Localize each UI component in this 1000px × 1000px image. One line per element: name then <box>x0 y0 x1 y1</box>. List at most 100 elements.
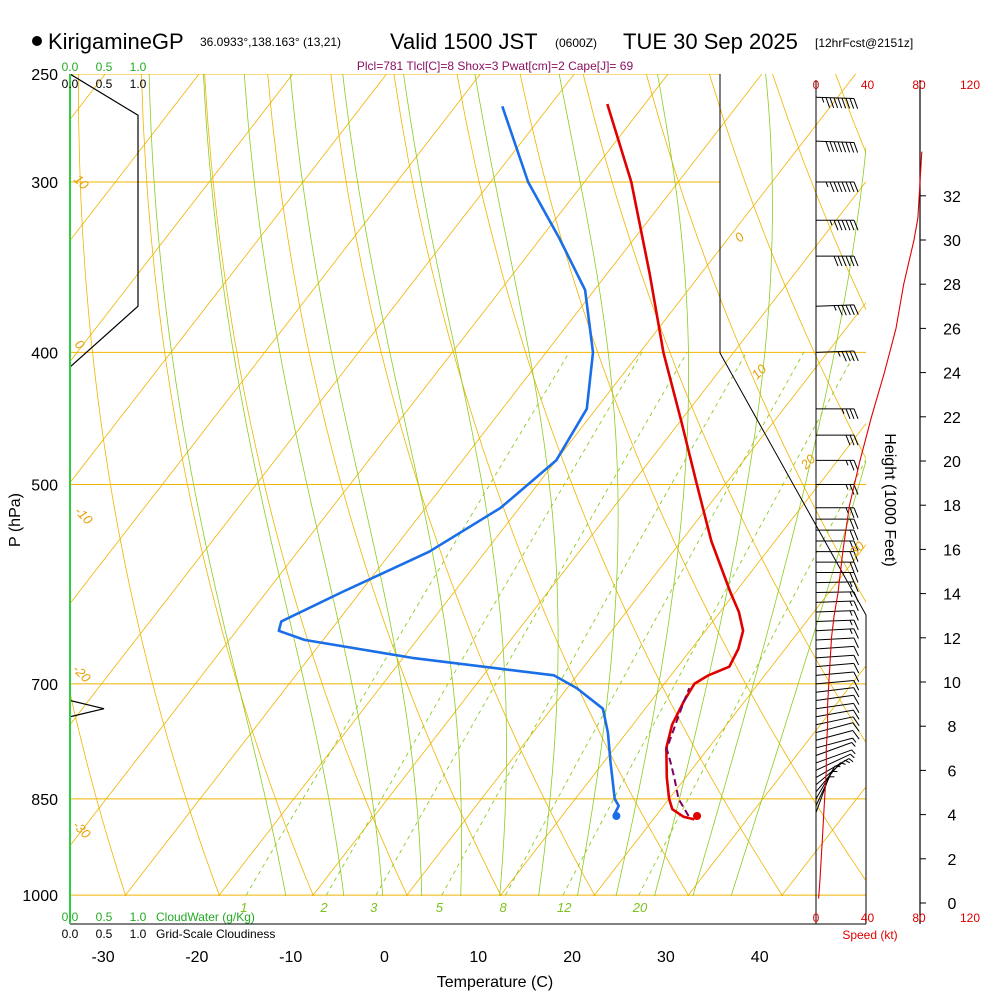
height-tick-label: 20 <box>943 454 961 471</box>
temperature-tick-label: 40 <box>751 949 769 966</box>
isotherm-line <box>124 74 763 896</box>
forecast-label: [12hrFcst@2151z] <box>815 36 913 50</box>
mixing-ratio-label: 5 <box>436 900 444 915</box>
isotherm-line <box>780 786 866 896</box>
temperature-tick-label: -30 <box>92 949 115 966</box>
pressure-tick-label: 500 <box>31 478 58 495</box>
height-tick-label: 12 <box>943 631 961 648</box>
dry-adiabat-label: -10 <box>72 504 96 528</box>
moist-adiabat-line <box>654 74 773 896</box>
y-axis-label: P (hPa) <box>7 493 24 547</box>
isotherm-line <box>499 422 866 896</box>
cloudwater-tick-top: 0.0 <box>62 60 79 74</box>
station-marker-icon <box>32 36 42 46</box>
surface-temperature-point <box>693 812 702 821</box>
mixing-ratio-line <box>326 352 643 896</box>
wind-barb <box>815 610 859 621</box>
mixing-ratio-line <box>562 352 856 896</box>
wind-barb <box>815 662 860 674</box>
moist-adiabat-line <box>403 74 507 896</box>
isotherm-line <box>405 302 866 896</box>
wind-barb <box>815 722 860 734</box>
isotherm-line <box>218 74 856 896</box>
moist-adiabat-line <box>148 74 287 896</box>
dry-adiabat-label: 0 <box>72 337 88 353</box>
cloudwater-tick-bottom: 0.5 <box>96 910 113 924</box>
isotherm-line <box>70 74 669 847</box>
dry-adiabat-line <box>70 690 127 896</box>
isotherm-line <box>70 74 200 242</box>
wind-barb <box>816 529 859 541</box>
cloudwater-tick-top: 0.5 <box>96 60 113 74</box>
cloudwater-label: CloudWater (g/Kg) <box>156 910 255 924</box>
wind-barb <box>815 600 859 612</box>
wind-barb <box>815 140 859 153</box>
mixing-ratio-label: 2 <box>319 900 328 915</box>
temperature-tick-label: -20 <box>185 949 208 966</box>
pressure-tick-label: 850 <box>31 792 58 809</box>
height-tick-label: 26 <box>943 321 961 338</box>
mixing-ratio-line <box>638 458 866 896</box>
height-tick-label: 8 <box>948 719 957 736</box>
stability-indices: Plcl=781 Tlcl[C]=8 Shox=3 Pwat[cm]=2 Cap… <box>357 59 634 73</box>
wind-barb <box>815 637 859 648</box>
mixing-ratio-label: 3 <box>370 900 378 915</box>
height-tick-label: 16 <box>943 542 961 559</box>
cloudwater-tick-top: 1.0 <box>130 60 147 74</box>
isotherm-line <box>70 74 481 605</box>
height-tick-label: 10 <box>943 675 961 692</box>
station-coords: 36.0933°,138.163° (13,21) <box>200 35 341 49</box>
mixing-ratio-line <box>375 352 688 896</box>
wind-barb <box>816 181 859 193</box>
wind-barb <box>815 619 859 631</box>
height-tick-label: 0 <box>948 896 957 913</box>
height-tick-label: 32 <box>943 189 961 206</box>
valid-date: TUE 30 Sep 2025 <box>623 29 798 54</box>
dry-adiabat-line <box>709 74 866 460</box>
cloudiness-tick-top: 0.5 <box>96 77 113 91</box>
isotherm-line <box>70 74 387 484</box>
moist-adiabat-line <box>342 74 463 896</box>
height-axis-label: Height (1000 Feet) <box>881 433 898 566</box>
speed-tick-bottom: 0 <box>813 911 820 925</box>
cloudiness-tick-bottom: 0.0 <box>62 927 79 941</box>
cloudwater-tick-bottom: 0.0 <box>62 910 79 924</box>
wind-barb <box>816 551 859 562</box>
mixing-ratio-line <box>441 352 747 896</box>
wind-barb <box>815 729 860 741</box>
pressure-tick-label: 700 <box>31 677 58 694</box>
dry-adiabat-line <box>645 74 866 603</box>
wind-barb <box>815 753 855 771</box>
moist-adiabat-line <box>289 74 423 896</box>
wind-barb <box>816 518 859 530</box>
dry-adiabat-line <box>519 74 866 882</box>
dry-adiabat-line <box>456 74 784 896</box>
mixing-ratio-label: 8 <box>499 900 507 915</box>
isotherm-line <box>687 665 866 896</box>
height-tick-label: 6 <box>948 763 957 780</box>
wind-barb <box>815 645 860 657</box>
dewpoint-line <box>277 105 621 817</box>
parcel-line <box>665 687 691 817</box>
moist-adiabat-line <box>243 74 384 896</box>
cloudiness-tick-bottom: 0.5 <box>96 927 113 941</box>
speed-axis-label: Speed (kt) <box>842 928 897 942</box>
isotherm-line <box>593 544 866 896</box>
wind-barb <box>816 561 859 573</box>
isotherm-line <box>70 74 294 363</box>
cloudwater-tick-bottom: 1.0 <box>130 910 147 924</box>
mixing-ratio-label: 1 <box>240 900 247 915</box>
temperature-tick-label: 10 <box>469 949 487 966</box>
moist-adiabat-line <box>203 74 345 896</box>
wind-barb <box>815 304 859 316</box>
height-tick-label: 24 <box>943 366 961 383</box>
dry-adiabat-label: 10 <box>71 172 92 193</box>
moist-adiabat-line <box>558 74 619 896</box>
speed-tick-top: 40 <box>861 78 875 92</box>
dry-adiabat-line <box>582 74 866 744</box>
isotherm-label: 10 <box>749 361 770 382</box>
wind-barb <box>815 654 860 666</box>
wind-barb <box>815 694 860 705</box>
